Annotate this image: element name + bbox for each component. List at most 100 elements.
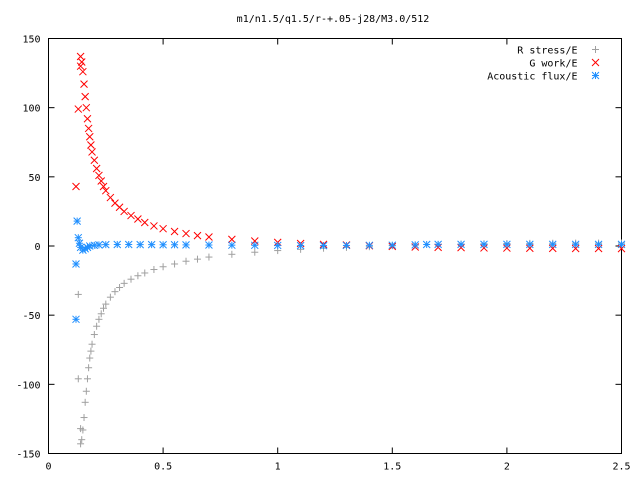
acoustic-flux-e-point [319,241,328,250]
plot-frame [48,38,622,454]
y-tick-label: 50 [28,173,40,184]
x-tick-label: 1.5 [383,462,401,473]
acoustic-flux-e-point [525,240,534,249]
g-work-e-point [193,231,202,240]
x-tick-label: 1 [275,462,281,473]
acoustic-flux-e-point [113,240,122,249]
acoustic-flux-e-point [548,240,557,249]
r-stress-e-point [95,315,103,323]
r-stress-e-point [74,290,82,298]
g-work-e-point [81,92,90,101]
r-stress-e-point [88,340,96,348]
g-work-e-point [85,132,94,141]
acoustic-flux-e-point [182,241,190,249]
g-work-e-point [83,114,92,123]
r-stress-e-point [85,364,93,372]
acoustic-flux-e-point [296,241,305,250]
r-stress-e-point [78,436,86,444]
r-stress-e-point [159,263,167,271]
r-stress-e-point [79,426,87,434]
legend-label: R stress/E [517,46,577,57]
acoustic-flux-e-point [159,240,167,249]
acoustic-flux-e-point [136,240,145,249]
g-work-e-point [82,103,91,112]
g-work-e-point [170,227,179,236]
r-stress-e-point [120,279,128,287]
acoustic-flux-e-point [273,241,282,250]
legend-marker [591,71,600,80]
acoustic-flux-e-point [411,241,420,249]
r-stress-e-point [205,253,213,261]
legend-label: Acoustic flux/E [487,72,577,83]
g-work-e-point [88,148,96,156]
acoustic-flux-e-point [124,240,133,249]
r-stress-e-point [86,354,94,362]
y-tick-label: 100 [22,104,40,115]
g-work-e-point [159,224,167,233]
g-work-e-point [97,177,106,185]
r-stress-e-point [193,255,201,263]
r-stress-e-point [93,322,101,330]
g-work-e-point [120,207,128,216]
acoustic-flux-e-point [422,240,431,249]
acoustic-flux-e-point [228,241,236,250]
acoustic-flux-e-point [205,241,213,249]
r-stress-e-point [102,300,110,308]
g-work-e-point [480,244,488,252]
r-stress-e-point [182,257,190,265]
legend-label: G work/E [529,59,577,70]
acoustic-flux-e-point [72,260,80,268]
acoustic-flux-e-point [72,315,80,324]
g-work-e-point [503,244,511,252]
r-stress-e-point [106,293,114,301]
acoustic-flux-e-point [594,240,603,249]
acoustic-flux-e-point [73,217,82,225]
g-work-e-point [134,215,142,223]
r-stress-e-point [77,440,85,448]
g-work-e-point [77,58,86,66]
y-tick-label: 150 [22,35,40,46]
g-work-e-point [95,171,103,180]
r-stress-e-point [100,304,108,312]
data-points [72,52,626,448]
g-work-e-point [92,164,101,173]
acoustic-flux-e-point [503,240,511,249]
g-work-e-point [140,218,149,227]
acoustic-flux-e-point [457,240,465,249]
g-work-e-point [106,193,115,202]
g-work-e-point [127,211,135,220]
r-stress-e-point [134,272,142,280]
g-work-e-point [182,229,190,238]
acoustic-flux-e-point [250,241,259,250]
r-stress-e-point [150,266,158,274]
g-work-e-point [150,222,158,230]
legend: R stress/E G work/E Acoustic flux/E [487,46,600,83]
acoustic-flux-e-point [95,241,103,249]
acoustic-flux-e-point [617,240,626,249]
legend-marker [592,46,599,53]
r-stress-e-point [90,331,98,339]
y-tick-label: -100 [16,380,40,391]
acoustic-flux-e-point [571,240,580,249]
legend-marker [591,58,600,67]
r-stress-e-point [83,375,91,383]
g-work-e-point [84,124,93,133]
g-work-e-point [99,182,108,191]
g-work-e-point [87,141,95,149]
x-tick-label: 2 [504,462,510,473]
axis-tick-labels: 0 0.5 1 1.5 2 2.5 150 100 50 0 -50 -100 -150 [16,35,630,473]
acoustic-flux-e-point [480,240,488,249]
r-stress-e-point [171,260,179,268]
r-stress-e-point [97,310,105,318]
r-stress-e-point [251,248,259,256]
r-stress-e-point [81,398,89,406]
x-tick-label: 0.5 [154,462,172,473]
r-stress-e-point [82,387,90,395]
g-work-e-point [205,233,213,241]
r-stress-e-point [141,269,149,277]
acoustic-flux-e-point [101,240,110,249]
acoustic-flux-e-point [434,240,442,249]
r-stress-e-point [127,275,135,283]
x-tick-label: 2.5 [612,462,630,473]
